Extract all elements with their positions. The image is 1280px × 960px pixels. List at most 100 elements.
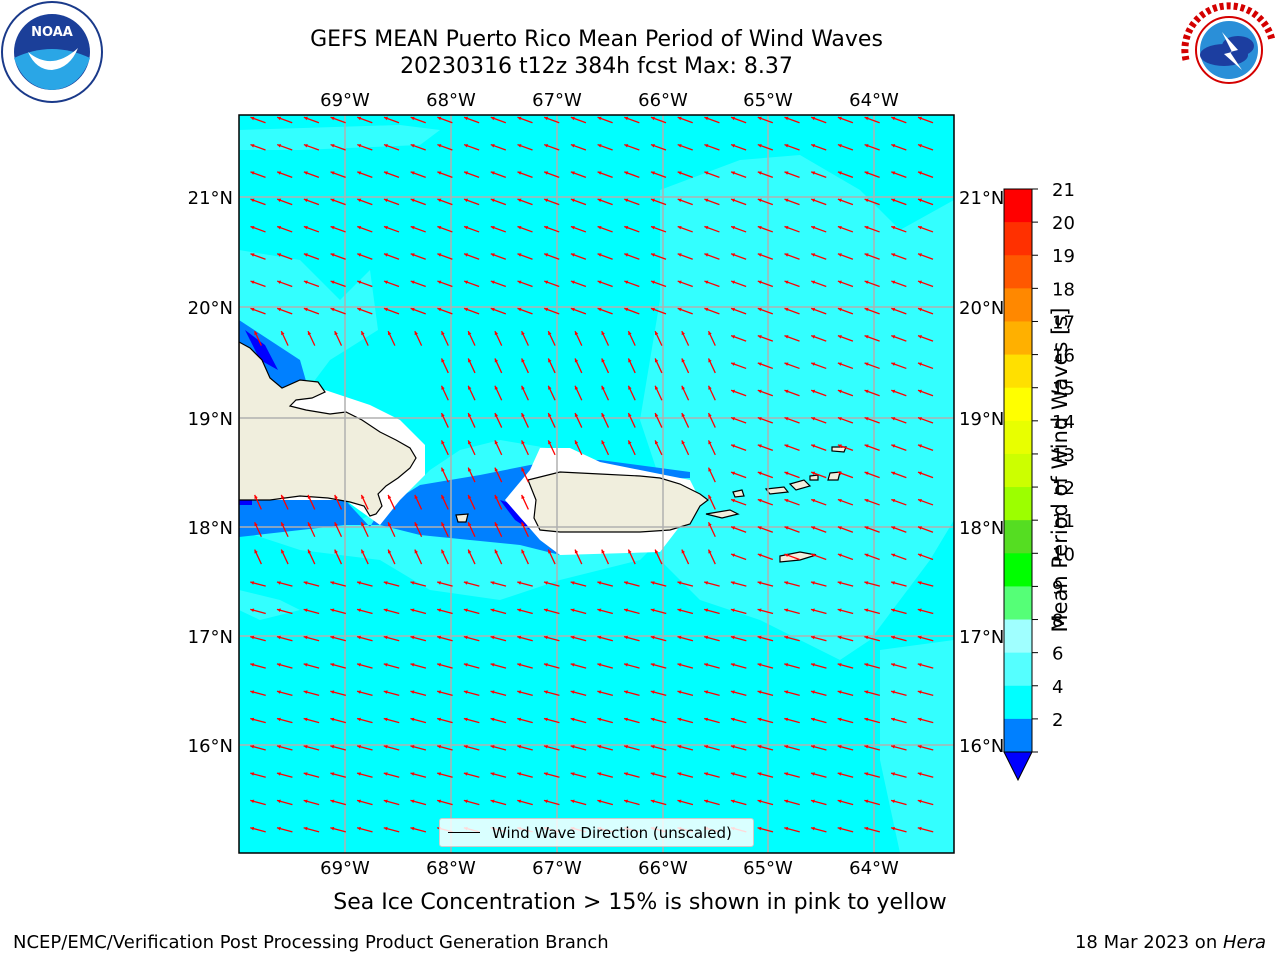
wind-wave-arrow-head xyxy=(517,690,522,694)
legend-line-sample xyxy=(448,832,480,833)
wind-wave-arrow-head xyxy=(677,717,682,722)
wind-wave-arrow-head xyxy=(250,225,255,230)
wind-wave-arrow-head xyxy=(917,826,922,831)
wind-wave-arrow-head xyxy=(757,553,762,557)
wind-wave-arrow-head xyxy=(811,471,816,476)
wind-wave-arrow-head xyxy=(811,335,816,339)
colorbar-tick-label: 4 xyxy=(1052,677,1063,698)
wind-wave-arrow-head xyxy=(917,171,922,175)
wind-wave-arrow-head xyxy=(917,717,922,722)
wind-wave-arrow-head xyxy=(521,385,525,390)
colorbar-tick-label: 19 xyxy=(1052,246,1075,267)
wind-wave-arrow-head xyxy=(628,385,632,390)
wind-wave-arrow-head xyxy=(731,471,736,476)
wind-wave-arrow-head xyxy=(548,385,552,390)
wind-wave-arrow-head xyxy=(543,799,548,804)
wind-wave-arrow-head xyxy=(650,307,655,312)
wind-wave-arrow-head xyxy=(677,581,682,585)
wind-wave-arrow-head xyxy=(624,581,628,585)
wind-wave-arrow-head xyxy=(254,494,258,499)
wind-wave-arrow-head xyxy=(601,331,605,336)
wind-wave-arrow-head xyxy=(650,253,655,257)
footer-date-text: 18 Mar 2023 on xyxy=(1074,932,1223,953)
wind-wave-arrow-head xyxy=(463,635,468,640)
lat-tick-left: 21°N xyxy=(188,188,233,209)
wind-wave-arrow-head xyxy=(464,225,469,230)
wind-wave-arrow-head xyxy=(441,549,445,554)
wind-wave-arrow-head xyxy=(570,690,575,694)
wind-wave-arrow-head xyxy=(410,307,415,312)
wind-wave-arrow-head xyxy=(464,144,469,148)
wind-wave-arrow-head xyxy=(383,116,388,121)
wind-wave-arrow-head xyxy=(811,526,816,530)
wind-wave-arrow-head xyxy=(601,440,605,445)
wind-wave-arrow-head xyxy=(708,494,712,499)
wind-wave-arrow-head xyxy=(757,389,762,394)
wind-wave-arrow-head xyxy=(864,635,869,640)
wind-wave-arrow-head xyxy=(810,635,815,640)
wind-wave-arrow-head xyxy=(757,417,762,421)
colorbar-segment xyxy=(1004,189,1032,223)
wind-wave-arrow-head xyxy=(864,362,869,366)
wind-wave-arrow-head xyxy=(677,144,682,148)
wind-wave-arrow-head xyxy=(891,171,896,175)
wind-wave-arrow-head xyxy=(490,635,495,640)
wind-wave-arrow-head xyxy=(704,225,709,230)
wind-wave-arrow-head xyxy=(517,663,522,667)
wind-wave-arrow-head xyxy=(517,198,522,203)
wind-wave-arrow-head xyxy=(277,144,282,148)
wind-wave-arrow-head xyxy=(757,635,762,640)
wind-wave-arrow-head xyxy=(437,198,442,203)
wind-wave-arrow-head xyxy=(490,116,495,121)
wind-wave-arrow-head xyxy=(597,717,602,722)
wind-wave-arrow-head xyxy=(437,799,442,804)
wind-wave-arrow-head xyxy=(494,385,499,390)
wind-wave-arrow-head xyxy=(441,440,445,445)
wind-wave-arrow-head xyxy=(494,467,499,472)
wind-wave-arrow-head xyxy=(570,663,575,667)
lon-tick-top: 69°W xyxy=(320,90,370,111)
wind-wave-arrow-head xyxy=(704,690,709,694)
wind-wave-arrow-head xyxy=(784,471,789,476)
wind-wave-arrow-head xyxy=(410,116,415,121)
wind-wave-arrow-head xyxy=(570,608,575,613)
lon-tick-top: 67°W xyxy=(532,90,582,111)
colorbar-tick-label: 16 xyxy=(1052,346,1075,367)
wind-wave-arrow-head xyxy=(731,498,736,503)
wind-wave-arrow-head xyxy=(281,549,285,554)
wind-wave-arrow-head xyxy=(414,331,418,336)
wind-wave-arrow-head xyxy=(303,690,308,694)
wind-wave-arrow-head xyxy=(628,331,632,336)
wind-wave-arrow-head xyxy=(517,581,522,585)
wind-wave-arrow-head xyxy=(917,772,922,776)
wind-wave-arrow-head xyxy=(490,307,495,312)
wind-wave-arrow-head xyxy=(917,498,922,503)
wind-wave-arrow-head xyxy=(731,389,736,394)
wind-wave-arrow-head xyxy=(730,690,735,694)
footer-date: 18 Mar 2023 on Hera xyxy=(1075,932,1266,953)
wind-wave-arrow-head xyxy=(517,307,522,312)
wind-wave-arrow-head xyxy=(468,494,472,499)
lon-tick-bottom: 66°W xyxy=(638,858,688,879)
wind-wave-arrow-head xyxy=(517,225,522,230)
wind-wave-arrow-head xyxy=(891,553,896,557)
lat-tick-right: 19°N xyxy=(959,409,1004,430)
wind-wave-arrow-head xyxy=(784,116,789,121)
colorbar-tick-label: 10 xyxy=(1052,544,1075,565)
wind-wave-arrow-head xyxy=(387,522,392,527)
wind-wave-arrow-head xyxy=(597,690,602,694)
wind-wave-arrow-head xyxy=(677,116,682,121)
wind-wave-arrow-head xyxy=(303,280,308,284)
wind-wave-arrow-head xyxy=(704,253,709,257)
wind-wave-arrow-head xyxy=(731,144,736,148)
wind-wave-arrow-head xyxy=(597,116,602,121)
wind-wave-arrow-head xyxy=(757,116,762,121)
wind-wave-arrow-head xyxy=(891,581,895,585)
wind-wave-arrow-head xyxy=(864,663,869,667)
wind-wave-arrow-head xyxy=(383,772,388,776)
wind-wave-arrow-head xyxy=(731,171,736,175)
wind-wave-arrow-head xyxy=(730,608,735,613)
wind-wave-arrow-head xyxy=(757,307,762,312)
wind-wave-arrow-head xyxy=(810,826,815,831)
wind-wave-arrow-head xyxy=(624,717,628,722)
